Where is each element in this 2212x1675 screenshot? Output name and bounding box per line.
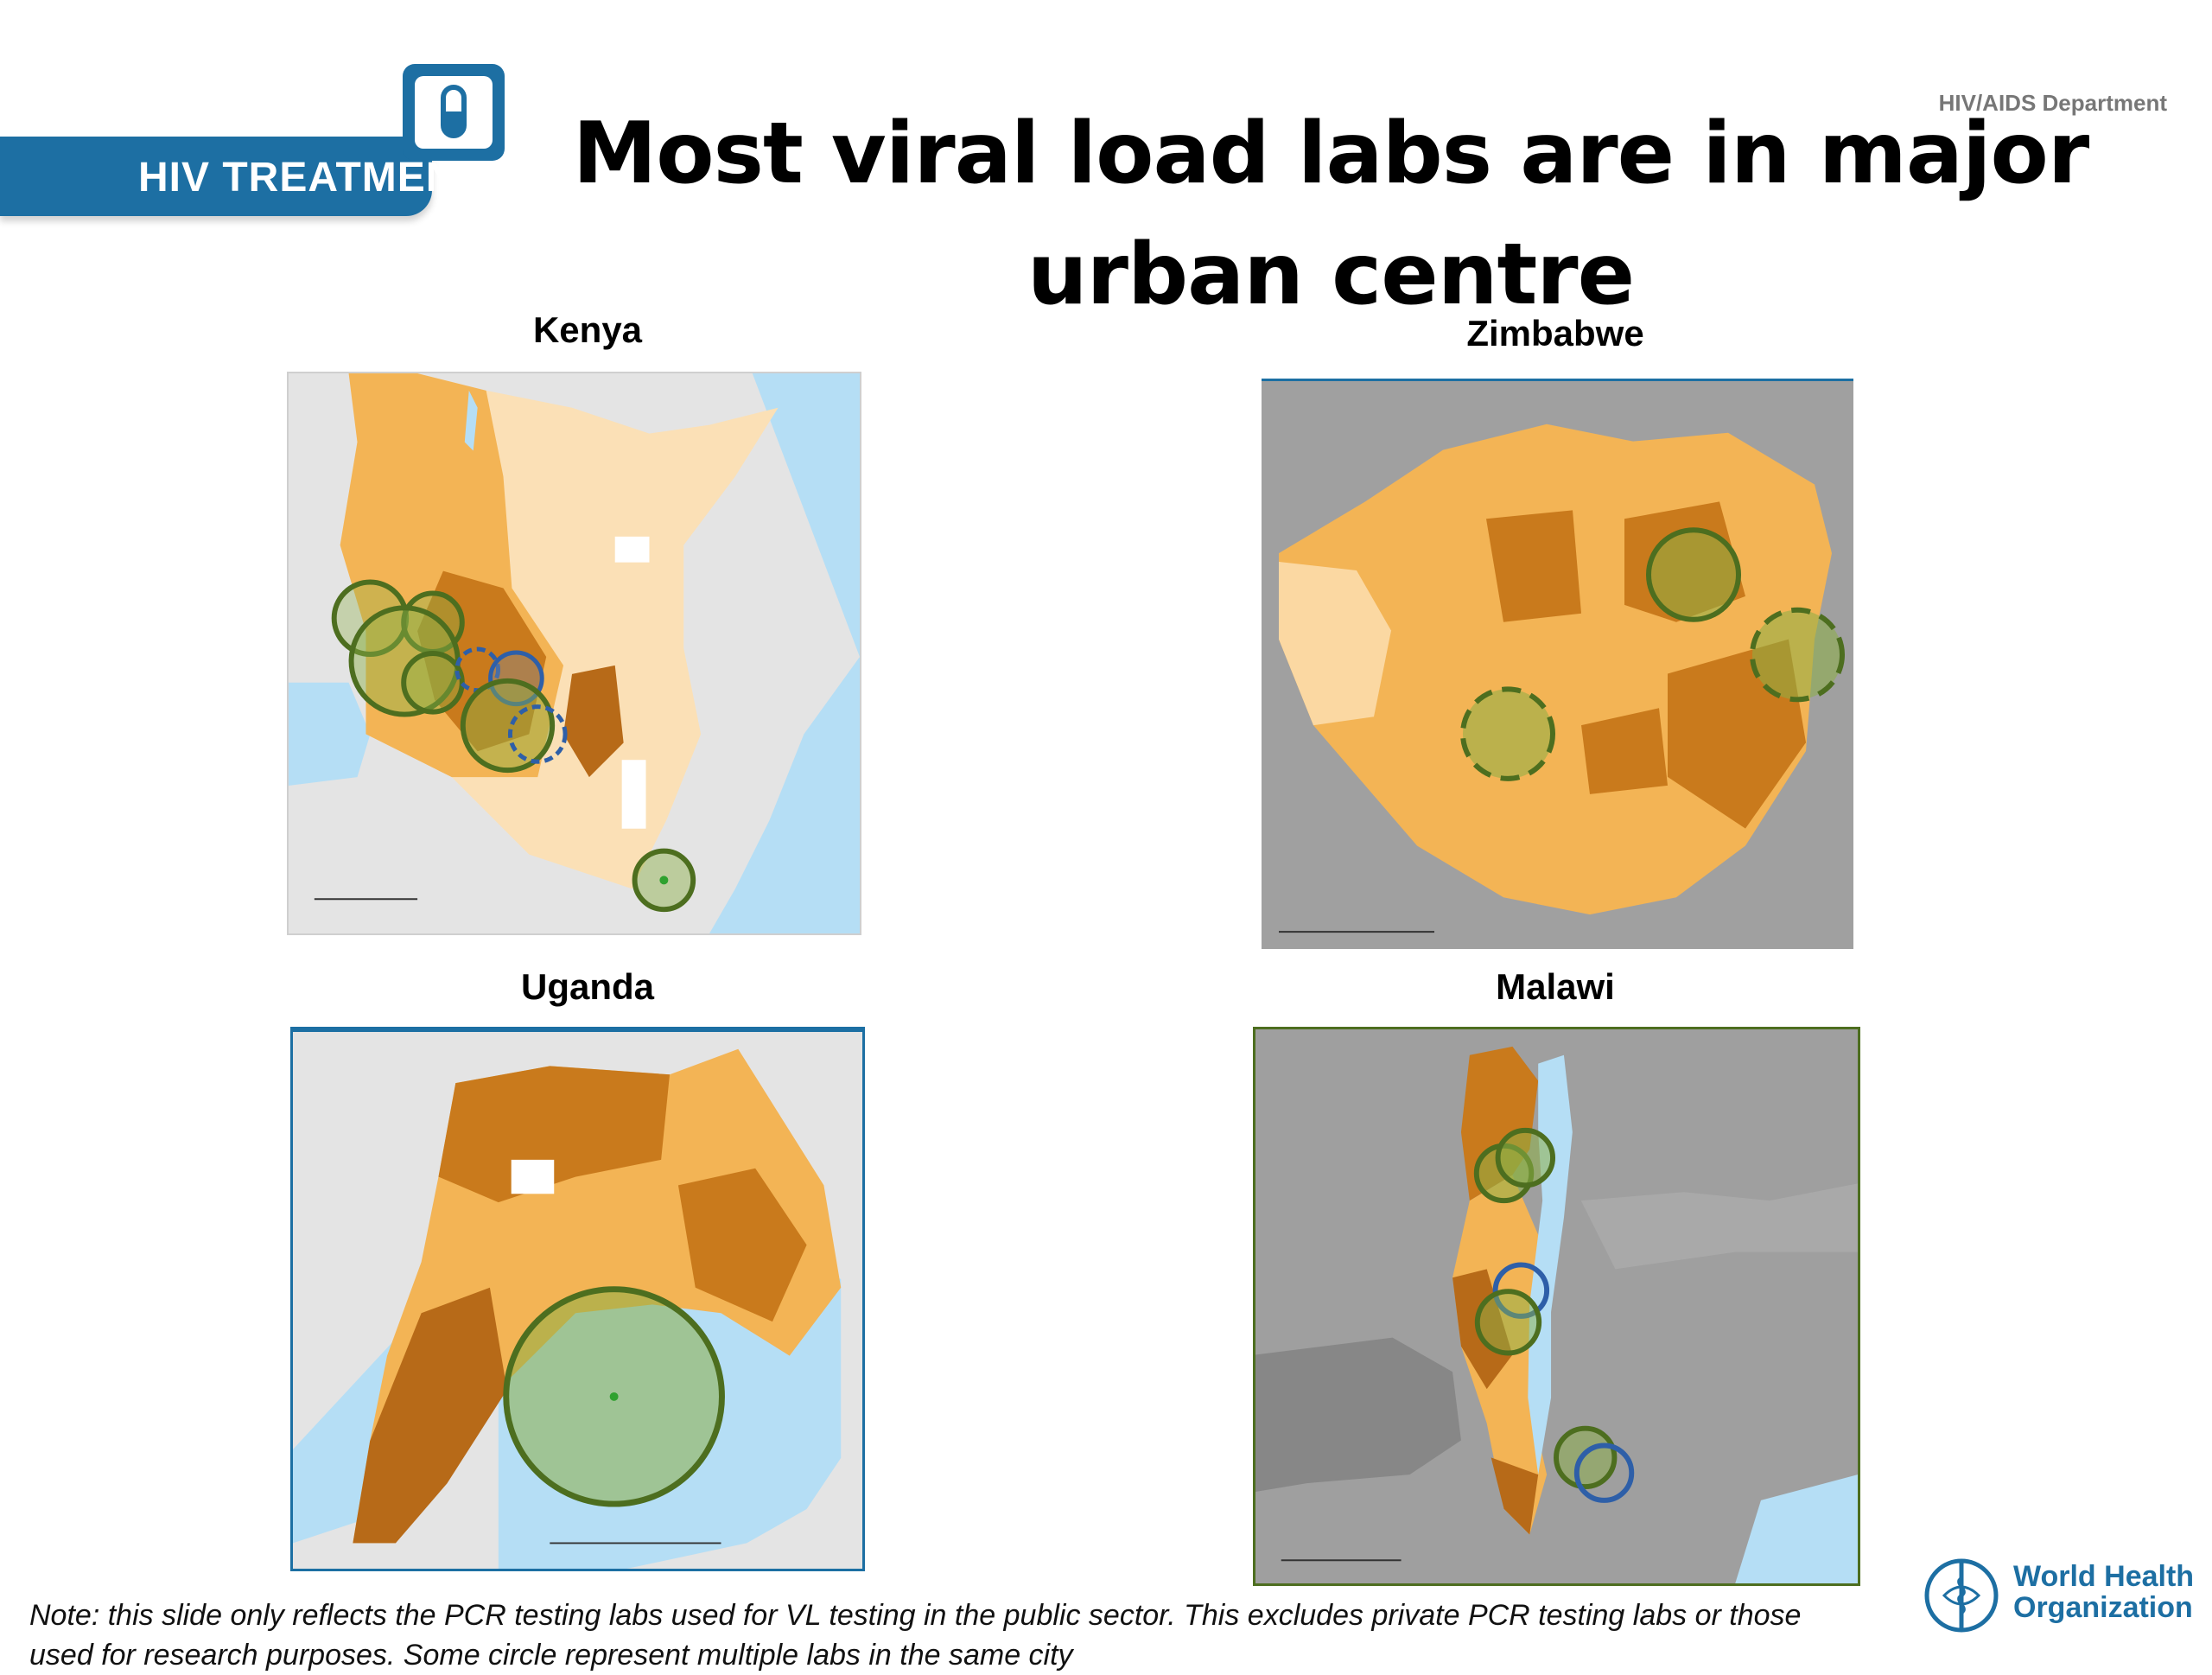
who-line-2: Organization: [2013, 1591, 2193, 1624]
banner-label: HIV TREATMENT: [138, 155, 483, 201]
who-emblem-icon: [1918, 1552, 2005, 1639]
zimbabwe-map: [1262, 379, 1853, 949]
hiv-treatment-banner: [0, 137, 432, 216]
who-line-1: World Health: [2013, 1560, 2195, 1593]
footnote: Note: this slide only reflects the PCR t…: [29, 1595, 1887, 1675]
pill-icon: [403, 64, 505, 161]
slide-title: Most viral load labs are in major urban …: [562, 93, 2100, 335]
zimbabwe-label: Zimbabwe: [1466, 313, 1644, 353]
title-line-2: urban centre: [1027, 226, 1635, 324]
footnote-line-1: Note: this slide only reflects the PCR t…: [29, 1599, 1802, 1632]
title-line-1: Most viral load labs are in major: [572, 105, 2089, 203]
malawi-map: [1253, 1027, 1860, 1586]
kenya-map: [287, 372, 861, 935]
footnote-line-2: used for research purposes. Some circle …: [29, 1639, 1073, 1672]
uganda-label: Uganda: [520, 966, 654, 1007]
uganda-map: [290, 1027, 865, 1571]
department-label: HIV/AIDS Department: [1938, 90, 2167, 116]
malawi-label: Malawi: [1496, 966, 1615, 1007]
kenya-label: Kenya: [532, 309, 643, 350]
who-wordmark: World Health Organization: [2013, 1561, 2194, 1623]
